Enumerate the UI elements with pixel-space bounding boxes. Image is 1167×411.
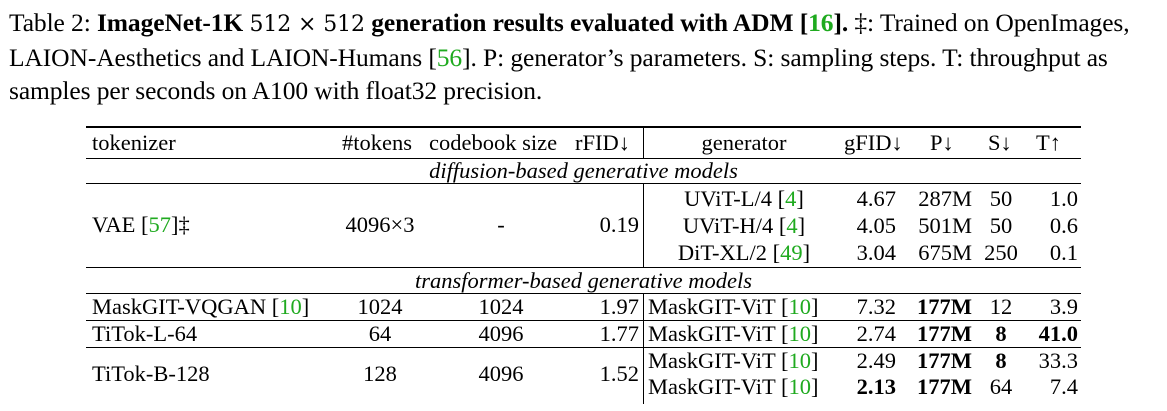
steps-value: 250 <box>984 240 1018 265</box>
gfid-value: 2.49 <box>856 348 896 373</box>
rfid-value: 1.52 <box>599 361 639 386</box>
citation-link[interactable]: 10 <box>788 374 812 399</box>
throughput-value: 3.9 <box>1049 294 1078 319</box>
generator-maskgit-vit: MaskGIT-ViT [10] <box>648 321 819 346</box>
codebook-vae: - <box>497 212 505 237</box>
header-rule <box>86 158 1081 159</box>
header-s: S↓ <box>988 130 1012 155</box>
header-tokens: #tokens <box>342 130 412 155</box>
steps-value: 50 <box>989 186 1013 211</box>
gfid-value: 7.32 <box>856 294 896 319</box>
column-separator <box>643 184 644 267</box>
citation-link[interactable]: 57 <box>148 212 171 237</box>
tokens-value: 1024 <box>357 294 403 319</box>
header-t: T↑ <box>1036 130 1061 155</box>
caption-text: ‡: Trained on OpenImages, LAION-Aestheti… <box>9 8 1130 105</box>
params-value: 177M <box>917 294 972 319</box>
section-rule <box>86 293 1081 294</box>
rfid-value: 1.77 <box>599 321 639 346</box>
caption-label: Table 2: <box>9 8 91 37</box>
citation-link[interactable]: 56 <box>436 43 463 72</box>
tokenizer-titok-b: TiTok-B-128 <box>92 361 210 386</box>
citation-link[interactable]: 49 <box>780 240 803 265</box>
row-rule <box>86 347 1081 348</box>
steps-value: 12 <box>989 294 1013 319</box>
citation-link[interactable]: 10 <box>788 321 812 346</box>
tokens-value: 128 <box>363 361 397 386</box>
row-rule <box>86 320 1081 321</box>
params-value: 675M <box>918 240 972 265</box>
section-rule <box>86 267 1081 268</box>
generator-maskgit-vit: MaskGIT-ViT [10] <box>648 294 819 319</box>
codebook-value: 4096 <box>478 321 524 346</box>
generator-uvit-l: UViT-L/4 [4] <box>684 186 804 211</box>
generator-maskgit-vit: MaskGIT-ViT [10] <box>648 374 819 399</box>
caption-title: ImageNet-1K <box>96 8 244 37</box>
gfid-value: 3.04 <box>856 240 896 265</box>
tokenizer-maskgit-vqgan: MaskGIT-VQGAN [10] <box>92 294 310 319</box>
codebook-value: 4096 <box>478 361 524 386</box>
column-separator <box>643 128 644 158</box>
header-generator: generator <box>701 130 787 155</box>
caption-resolution: 512 × 512 <box>249 12 365 37</box>
top-rule <box>86 126 1081 128</box>
steps-value: 64 <box>989 374 1013 399</box>
params-value: 177M <box>917 348 972 373</box>
rfid-value: 1.97 <box>599 294 639 319</box>
caption-title-rest: generation results evaluated with ADM [1… <box>371 8 849 37</box>
tokens-vae: 4096×3 <box>345 212 415 237</box>
params-value: 177M <box>917 321 972 346</box>
header-p: P↓ <box>930 130 954 155</box>
citation-link[interactable]: 4 <box>786 213 798 238</box>
citation-link[interactable]: 16 <box>808 8 834 37</box>
tokens-value: 64 <box>368 321 392 346</box>
header-rfid: rFID↓ <box>575 130 630 155</box>
citation-link[interactable]: 10 <box>788 348 812 373</box>
column-separator <box>643 294 644 404</box>
results-table: tokenizer #tokens codebook size rFID↓ ge… <box>86 126 1081 404</box>
header-gfid: gFID↓ <box>844 130 903 155</box>
citation-link[interactable]: 10 <box>788 294 812 319</box>
gfid-value: 2.13 <box>856 374 896 399</box>
generator-uvit-h: UViT-H/4 [4] <box>682 213 806 238</box>
rfid-vae: 0.19 <box>599 212 639 237</box>
tokenizer-titok-l: TiTok-L-64 <box>92 321 198 346</box>
throughput-value: 1.0 <box>1049 186 1078 211</box>
params-value: 177M <box>917 374 972 399</box>
generator-maskgit-vit: MaskGIT-ViT [10] <box>648 348 819 373</box>
steps-value: 8 <box>995 348 1007 373</box>
throughput-value: 41.0 <box>1038 321 1078 346</box>
section-rule <box>86 183 1081 184</box>
header-tokenizer: tokenizer <box>92 130 176 155</box>
steps-value: 8 <box>995 321 1007 346</box>
generator-dit-xl: DiT-XL/2 [49] <box>677 240 811 265</box>
section-title-transformer: transformer-based generative models <box>415 268 752 293</box>
params-value: 287M <box>918 186 972 211</box>
throughput-value: 33.3 <box>1038 348 1078 373</box>
citation-link[interactable]: 4 <box>785 186 797 211</box>
params-value: 501M <box>918 213 972 238</box>
gfid-value: 4.05 <box>856 213 896 238</box>
steps-value: 50 <box>989 213 1013 238</box>
tokenizer-vae: VAE [57]‡ <box>92 212 190 237</box>
header-codebook: codebook size <box>429 130 558 155</box>
throughput-value: 0.6 <box>1049 213 1078 238</box>
citation-link[interactable]: 10 <box>279 294 302 319</box>
throughput-value: 0.1 <box>1049 240 1078 265</box>
gfid-value: 4.67 <box>856 186 896 211</box>
section-title-diffusion: diffusion-based generative models <box>429 158 738 183</box>
throughput-value: 7.4 <box>1049 374 1078 399</box>
gfid-value: 2.74 <box>856 321 896 346</box>
codebook-value: 1024 <box>478 294 524 319</box>
table-caption: Table 2: ImageNet-1K 512 × 512 generatio… <box>9 6 1159 107</box>
